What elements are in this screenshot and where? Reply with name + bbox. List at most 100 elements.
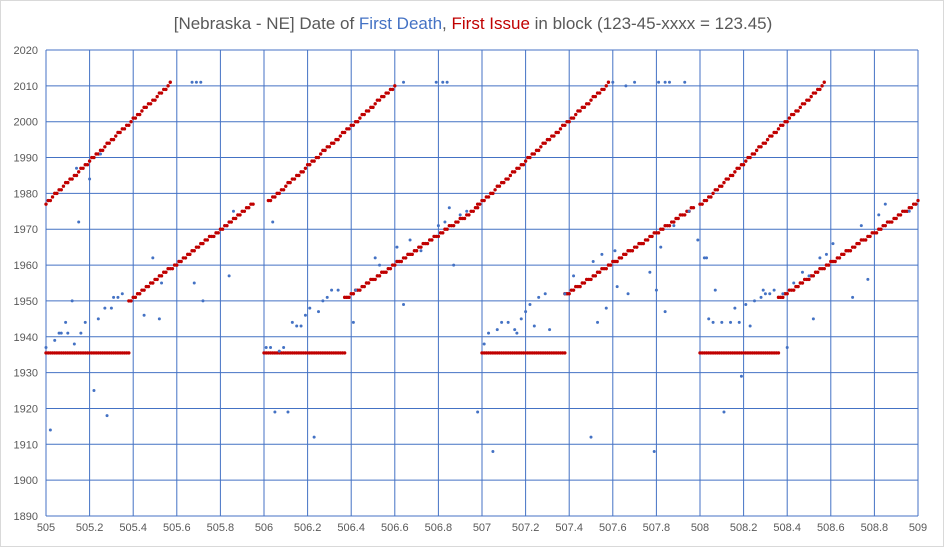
first-issue-point: [358, 116, 362, 120]
x-tick-label: 508.2: [730, 522, 758, 534]
first-issue-point: [802, 102, 807, 106]
first-issue-point: [593, 94, 598, 99]
first-death-point: [519, 317, 523, 321]
first-death-point: [713, 288, 717, 292]
first-death-point: [465, 209, 469, 213]
first-death-point: [312, 435, 316, 439]
first-death-point: [720, 320, 724, 324]
first-death-point: [59, 331, 63, 335]
first-death-point: [325, 295, 329, 299]
first-issue-point: [733, 170, 737, 174]
x-tick-label: 505.2: [76, 522, 104, 534]
first-issue-point: [909, 206, 914, 210]
first-issue-point: [748, 155, 752, 160]
first-issue-point: [807, 98, 811, 102]
first-death-point: [321, 299, 325, 303]
y-tick-label: 1960: [14, 260, 38, 272]
first-death-point: [402, 303, 406, 307]
first-death-point: [513, 328, 517, 332]
first-issue-point: [155, 277, 159, 282]
first-death-point: [615, 285, 619, 289]
first-death-point: [408, 238, 412, 242]
title-first-issue: First Issue: [452, 14, 530, 33]
first-death-point: [157, 317, 161, 321]
first-issue-point: [96, 152, 101, 156]
first-death-point: [859, 224, 863, 228]
first-issue-point: [833, 259, 837, 264]
first-death-point: [528, 303, 532, 307]
first-issue-point: [338, 134, 342, 138]
first-death-point: [648, 270, 652, 274]
first-issue-point: [914, 202, 918, 206]
first-issue-point: [153, 98, 157, 102]
first-death-point: [231, 209, 235, 213]
first-issue-point: [641, 241, 646, 246]
first-issue-point: [390, 87, 395, 92]
axis-tick-labels: 1890 1900 1910 1920 1930 1940 1950 1960 1970 1980…: [14, 45, 928, 534]
first-death-point: [75, 166, 79, 170]
first-death-point: [282, 346, 286, 350]
first-death-point: [447, 206, 451, 210]
first-issue-point: [582, 105, 587, 110]
first-death-point: [57, 331, 61, 335]
first-issue-point: [598, 270, 602, 274]
first-issue-point: [347, 295, 351, 300]
first-issue-point: [796, 109, 800, 113]
first-issue-point: [497, 184, 502, 188]
first-issue-point: [567, 119, 571, 124]
first-death-point: [524, 310, 528, 314]
first-issue-point: [898, 213, 903, 217]
first-death-point: [733, 306, 737, 310]
first-death-point: [441, 80, 445, 84]
first-death-point: [120, 292, 124, 296]
first-issue-point: [155, 94, 159, 99]
first-issue-point: [720, 184, 724, 188]
first-issue-point: [563, 123, 567, 127]
first-issue-point: [715, 188, 720, 192]
first-issue-point: [820, 84, 824, 88]
first-issue-point: [837, 256, 842, 260]
first-death-point: [596, 320, 600, 324]
first-issue-point: [377, 274, 382, 278]
first-issue-point: [164, 87, 168, 92]
first-issue-point: [672, 220, 676, 224]
first-death-point: [99, 152, 102, 156]
first-issue-point: [536, 148, 541, 153]
first-issue-point: [598, 91, 602, 95]
first-issue-point: [85, 163, 90, 167]
first-issue-point: [822, 266, 826, 271]
first-issue-point: [356, 119, 360, 124]
first-death-point: [116, 295, 120, 299]
x-tick-label: 506.8: [425, 522, 453, 534]
first-issue-point: [781, 123, 785, 127]
first-issue-point: [347, 127, 351, 131]
first-issue-point: [798, 105, 802, 110]
first-death-point: [591, 259, 595, 263]
y-tick-label: 1920: [14, 403, 38, 415]
first-death-point: [807, 274, 811, 278]
first-issue-point: [567, 292, 571, 296]
first-death-point: [626, 292, 630, 296]
first-issue-point: [879, 227, 883, 231]
first-issue-point: [506, 177, 510, 181]
first-issue-point: [667, 223, 672, 228]
first-death-point: [436, 224, 440, 228]
first-death-point: [48, 428, 52, 432]
first-issue-point: [107, 141, 111, 145]
first-death-point: [811, 317, 815, 321]
first-issue-point: [140, 109, 144, 113]
first-issue-point: [563, 351, 567, 355]
first-issue-series: [44, 80, 920, 355]
first-issue-point: [127, 351, 131, 355]
first-issue-point: [532, 152, 537, 156]
first-death-point: [537, 295, 541, 299]
first-death-point: [336, 288, 340, 292]
first-death-point: [419, 249, 423, 253]
first-issue-point: [737, 166, 741, 170]
first-issue-point: [462, 216, 467, 221]
first-issue-point: [445, 227, 449, 231]
x-tick-label: 505.6: [163, 522, 191, 534]
x-tick-label: 506.4: [337, 522, 365, 534]
first-issue-point: [92, 155, 96, 160]
